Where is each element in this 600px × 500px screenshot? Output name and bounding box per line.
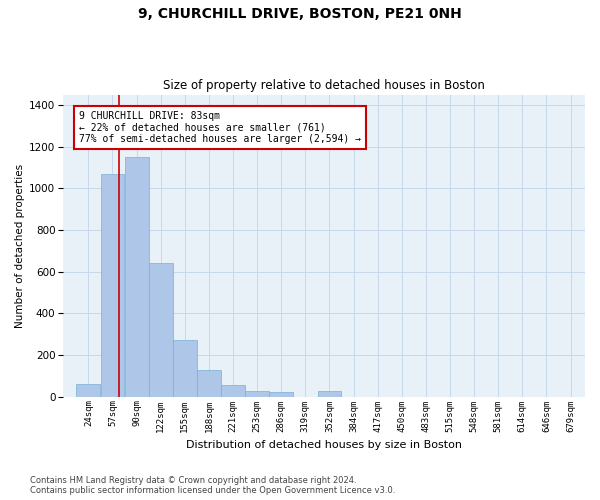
Bar xyxy=(101,174,124,396)
X-axis label: Distribution of detached houses by size in Boston: Distribution of detached houses by size … xyxy=(186,440,462,450)
Text: Contains HM Land Registry data © Crown copyright and database right 2024.
Contai: Contains HM Land Registry data © Crown c… xyxy=(30,476,395,495)
Bar xyxy=(269,392,293,396)
Bar xyxy=(317,392,341,396)
Bar xyxy=(245,392,269,396)
Bar xyxy=(149,264,173,396)
Bar xyxy=(173,340,197,396)
Y-axis label: Number of detached properties: Number of detached properties xyxy=(15,164,25,328)
Bar xyxy=(197,370,221,396)
Text: 9, CHURCHILL DRIVE, BOSTON, PE21 0NH: 9, CHURCHILL DRIVE, BOSTON, PE21 0NH xyxy=(138,8,462,22)
Bar xyxy=(221,385,245,396)
Bar xyxy=(125,157,149,396)
Title: Size of property relative to detached houses in Boston: Size of property relative to detached ho… xyxy=(163,79,485,92)
Text: 9 CHURCHILL DRIVE: 83sqm
← 22% of detached houses are smaller (761)
77% of semi-: 9 CHURCHILL DRIVE: 83sqm ← 22% of detach… xyxy=(79,111,361,144)
Bar xyxy=(76,384,100,396)
